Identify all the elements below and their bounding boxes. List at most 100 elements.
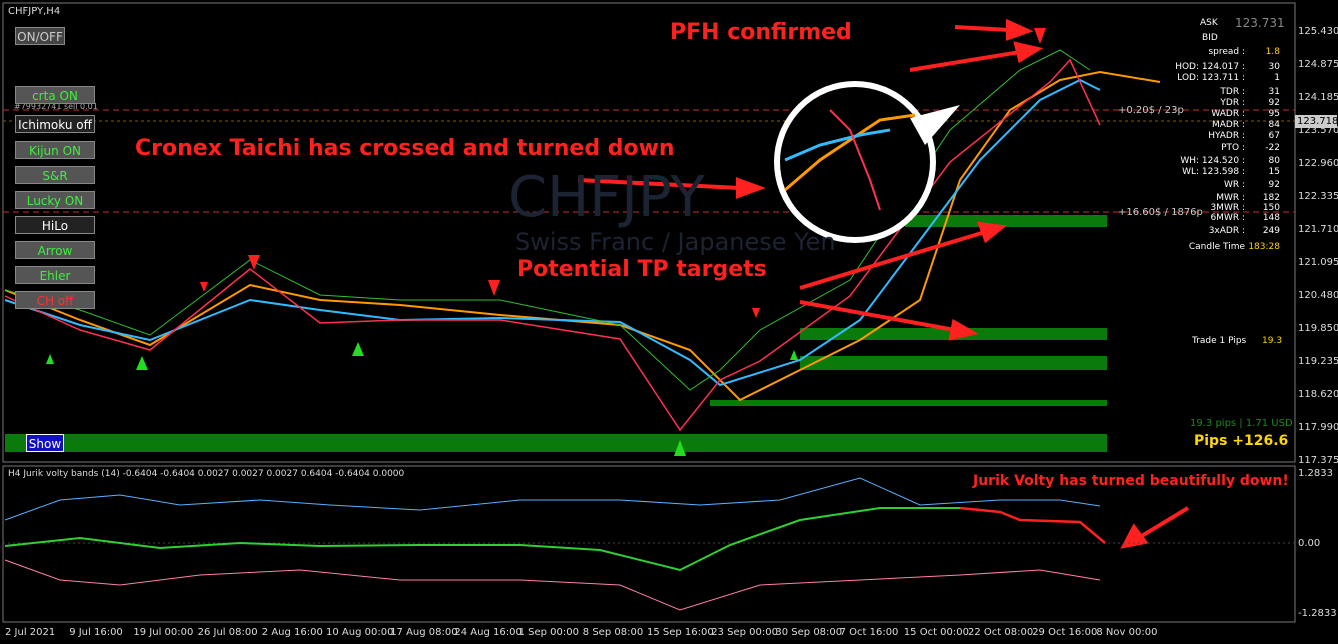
info-value: 150 [1262,203,1280,213]
orange-line [4,70,1161,402]
info-value: -22 [1265,143,1280,153]
time-axis-label: 22 Oct 08:00 [968,627,1034,638]
info-label: WADR : [1211,109,1245,119]
time-axis-label: 1 Sep 00:00 [518,627,579,638]
time-axis-label: 15 Sep 16:00 [647,627,714,638]
info-label: spread : [1208,47,1245,57]
info-value: 31 [1268,87,1280,97]
info-value: 249 [1262,226,1280,236]
price-axis-label: 119.235 [1298,356,1338,367]
time-axis-label: 24 Aug 16:00 [454,627,522,638]
toggle-button[interactable]: Arrow [15,241,95,259]
info-value: 67 [1268,131,1280,141]
onoff-button[interactable]: ON/OFF [15,27,65,45]
info-label: HOD: 124.017 : [1175,62,1245,72]
info-value: 1.8 [1265,47,1280,57]
price-line-red [4,58,1101,432]
price-axis-label: 124.875 [1298,59,1338,70]
time-axis-label: 17 Aug 08:00 [390,627,458,638]
magnifier-line [784,128,891,162]
price-axis-label: 123.570 [1298,125,1338,136]
annotation: Cronex Taichi has crossed and turned dow… [135,136,675,161]
annotation: Jurik Volty has turned beautifully down! [973,473,1289,489]
price-axis-label: 119.850 [1298,323,1338,334]
toggle-button[interactable]: Ehler [15,266,95,284]
info-value: 183:28 [1248,242,1280,252]
watermark-symbol: CHFJPY [508,165,705,230]
pointer-arrows [577,18,1190,549]
toggle-button[interactable]: HiLo [15,216,95,234]
magnifier-line [829,109,881,211]
buy-arrows [46,342,798,456]
tp-zones [5,215,1107,452]
order-label: #79932741 sell 0.01 [14,102,98,111]
info-value: 84 [1268,120,1280,130]
trade-label: Trade 1 Pips [1192,336,1247,346]
bid-label: BID [1202,33,1218,43]
time-axis-label: 8 Sep 08:00 [582,627,644,638]
green-line [4,49,1091,391]
sub-axis-label: 1.2833 [1298,468,1333,479]
toggle-button[interactable]: S&R [15,166,95,184]
time-axis-label: 2 Jul 2021 [5,627,56,638]
time-axis-label: 10 Aug 00:00 [326,627,394,638]
time-axis-label: 29 Oct 16:00 [1032,627,1098,638]
info-label: 6MWR : [1210,213,1245,223]
show-button[interactable]: Show [26,434,64,452]
price-axis-label: 122.960 [1298,158,1338,169]
main-frame [2,2,1296,463]
info-value: 95 [1268,109,1280,119]
price-axis-label: 118.620 [1298,389,1338,400]
info-label: HYADR : [1208,131,1245,141]
lower-band [4,559,1101,611]
info-value: 1 [1274,73,1280,83]
time-axis-label: 9 Jul 16:00 [69,627,123,638]
info-value: 182 [1262,193,1280,203]
subwindow-title: H4 Jurik volty bands (14) -0.6404 -0.640… [8,469,405,479]
signal-line-green [4,507,960,572]
time-axis-label: 23 Sep 00:00 [711,627,778,638]
info-value: 92 [1268,180,1280,190]
upper-band [4,477,1101,521]
magnifier-line [784,113,916,192]
info-label: Candle Time [1188,242,1245,252]
time-axis-label: 30 Sep 08:00 [775,627,843,638]
info-label: MADR : [1212,120,1245,130]
price-axis-label: 124.185 [1298,92,1338,103]
toggle-button[interactable]: crta ON [15,86,95,104]
info-label: 3xADR : [1208,226,1245,236]
toggle-button[interactable]: Kijun ON [15,141,95,159]
price-axis-label: 122.335 [1298,191,1338,202]
time-axis-label: 8 Nov 00:00 [1096,627,1158,638]
toggle-button[interactable]: Ichimoku off [15,115,95,133]
info-label: PTO : [1221,143,1245,153]
info-value: 92 [1268,98,1280,108]
watermark-description: Swiss Franc / Japanese Yen [515,228,836,256]
trade-value: 19.3 [1262,336,1283,346]
time-axis-label: 19 Jul 00:00 [133,627,194,638]
toggle-button[interactable]: Lucky ON [15,191,95,209]
sub-axis-label: -1.2833 [1298,608,1337,619]
magnifier-pointer [910,105,960,145]
info-value: 148 [1262,213,1280,223]
pips-total: Pips +126.6 [1194,433,1289,449]
info-label: TDR : [1220,87,1245,97]
time-axis-label: 26 Jul 08:00 [197,627,258,638]
info-label: 3MWR : [1210,203,1245,213]
info-label: YDR : [1220,98,1245,108]
time-axis-label: 15 Oct 00:00 [903,627,969,638]
signal-line-red [959,506,1106,544]
annotation: PFH confirmed [670,20,852,45]
symbol-label: CHFJPY,H4 [8,6,61,17]
toggle-button[interactable]: CH off [15,291,95,309]
ask-value: 123.731 [1235,16,1285,30]
price-axis-label: 117.375 [1298,455,1338,466]
info-value: 15 [1268,167,1280,177]
pips-usd: 19.3 pips | 1.71 USD [1190,418,1293,429]
line-label: +16.60$ / 1876p [1118,207,1203,218]
price-axis-label: 121.095 [1298,257,1338,268]
sub-axis-label: 0.00 [1298,538,1321,549]
info-label: LOD: 123.711 : [1177,73,1245,83]
